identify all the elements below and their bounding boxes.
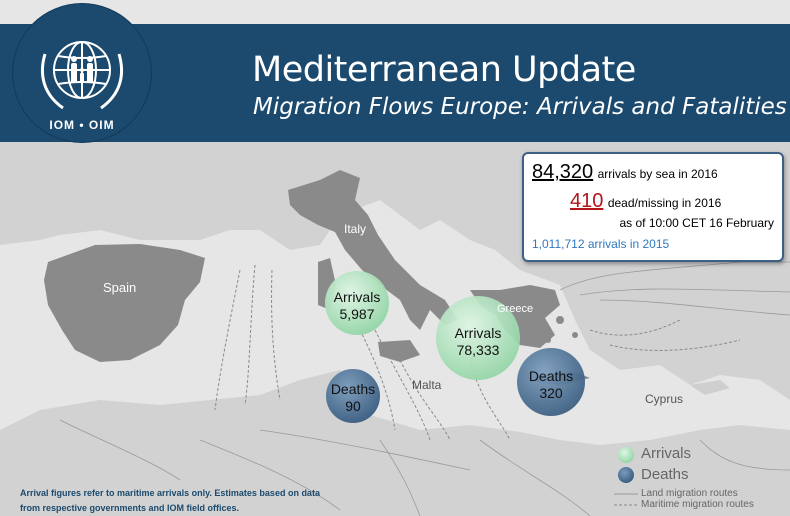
aegean-island	[572, 332, 578, 338]
footnote: Arrival figures refer to maritime arriva…	[20, 486, 320, 516]
stats-box: 84,320 arrivals by sea in 2016 410 dead/…	[522, 152, 784, 262]
un-emblem-icon	[41, 41, 123, 110]
legend-deaths-label: Deaths	[641, 466, 689, 483]
page-title: Mediterranean Update	[252, 50, 636, 90]
greece-arrivals-label: Arrivals 78,333	[440, 325, 516, 359]
page-subtitle: Migration Flows Europe: Arrivals and Fat…	[253, 94, 787, 120]
dead-missing-line: 410 dead/missing in 2016	[570, 190, 721, 213]
greece-arrivals-value: 78,333	[456, 342, 500, 358]
footnote-line-1: Arrival figures refer to maritime arriva…	[20, 488, 320, 498]
italy-arrivals-bubble	[325, 271, 389, 335]
cyprus-shape	[690, 380, 730, 395]
aegean-island	[556, 316, 564, 324]
greece-deaths-bubble	[517, 348, 585, 416]
greece-deaths-label: Deaths 320	[516, 368, 586, 402]
label-cyprus: Cyprus	[645, 392, 684, 406]
spain-shape	[44, 244, 205, 362]
italy-deaths-title: Deaths	[330, 381, 376, 397]
label-italy: Italy	[344, 222, 367, 236]
dead-missing-text: dead/missing in 2016	[607, 196, 722, 210]
as-of-timestamp: as of 10:00 CET 16 February	[619, 216, 774, 230]
greece-arrivals-bubble	[436, 296, 520, 380]
italy-deaths-bubble	[326, 369, 380, 423]
maritime-migration-routes	[214, 264, 741, 441]
land-migration-routes	[59, 261, 790, 516]
dead-missing-value: 410	[570, 190, 604, 212]
legend-land-routes-label: Land migration routes	[641, 488, 738, 499]
aegean-island	[545, 337, 551, 343]
italy-arrivals-title: Arrivals	[333, 289, 381, 305]
greece-deaths-title: Deaths	[528, 368, 574, 384]
arrivals-2016-value: 84,320	[532, 161, 594, 183]
italy-shape	[288, 170, 458, 330]
sicily-shape	[378, 340, 420, 362]
logo-text: IOM • OIM	[49, 118, 115, 132]
label-malta: Malta	[412, 378, 442, 392]
legend-deaths-icon	[618, 467, 634, 483]
italy-arrivals-value: 5,987	[339, 306, 375, 322]
arrivals-2016-line: 84,320 arrivals by sea in 2016	[532, 161, 718, 184]
italy-deaths-label: Deaths 90	[318, 381, 388, 415]
legend-maritime-routes-label: Maritime migration routes	[641, 499, 754, 510]
legend-arrivals-icon	[618, 447, 634, 463]
label-spain: Spain	[103, 280, 137, 295]
legend-arrivals-label: Arrivals	[641, 445, 692, 462]
iom-logo: IOM • OIM	[13, 4, 151, 142]
africa-land	[0, 370, 790, 516]
footnote-line-2: from respective governments and IOM fiel…	[20, 503, 240, 513]
turkey-land	[560, 275, 790, 400]
italy-deaths-value: 90	[345, 398, 361, 414]
arrivals-2015: 1,011,712 arrivals in 2015	[532, 237, 670, 251]
arrivals-2016-text: arrivals by sea in 2016	[597, 167, 718, 181]
label-greece: Greece	[497, 303, 534, 315]
greece-arrivals-title: Arrivals	[454, 325, 502, 341]
greece-deaths-value: 320	[539, 385, 563, 401]
italy-arrivals-label: Arrivals 5,987	[320, 289, 394, 323]
